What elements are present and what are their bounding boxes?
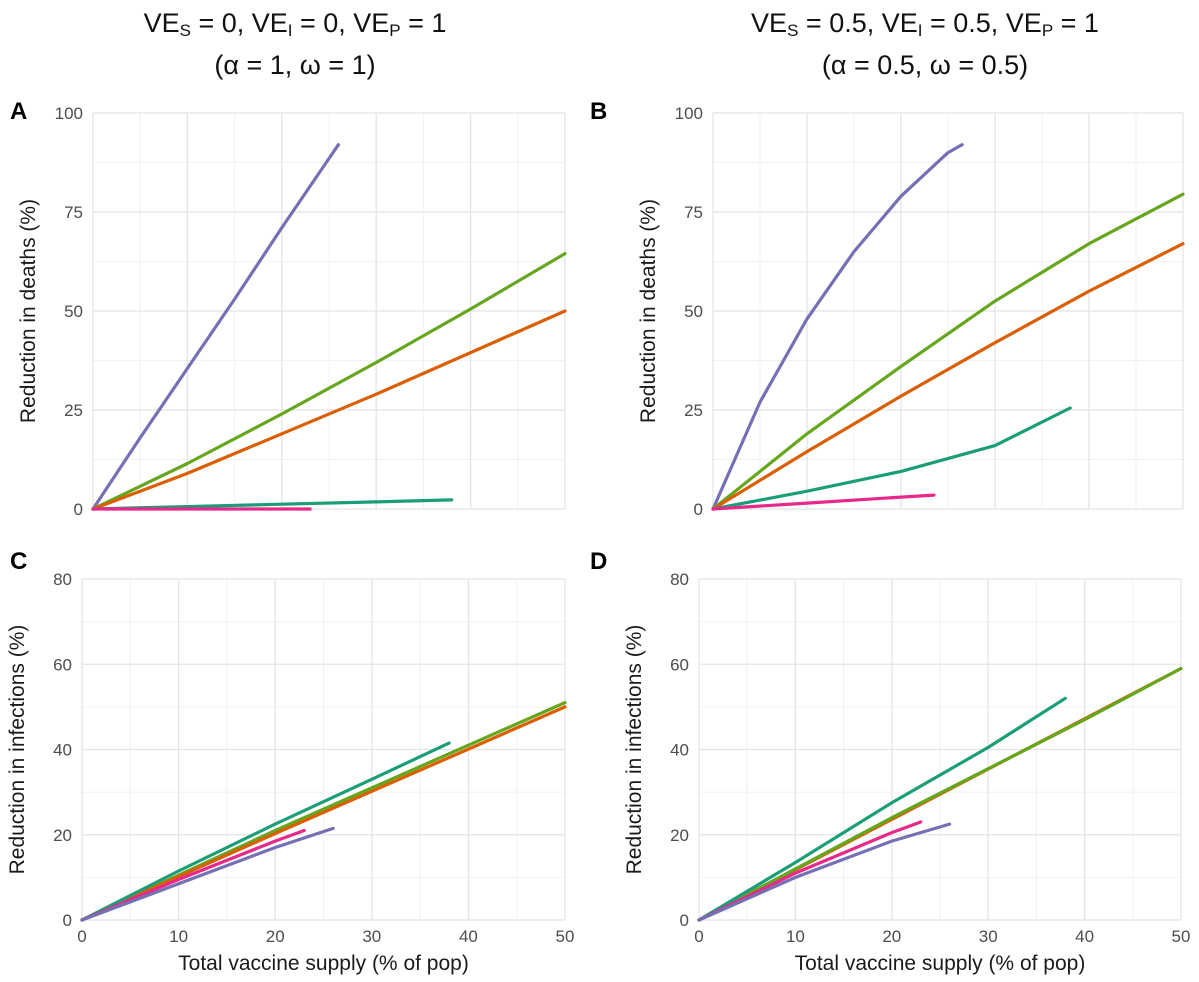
chart-panel-d: 0 10 20 30 40 50 0 20 40 60 80 Reduction in infecti… [623,570,1191,975]
title-text: = 0.5, VE [922,8,1042,38]
title-subscript: I [287,21,293,40]
title-text: = 1 [1053,8,1099,38]
x-tick-label: 20 [882,927,901,946]
y-tick-label: 50 [684,302,703,321]
title-subscript: S [787,21,799,40]
chart-panel-b: 0 25 50 75 100 Reduction in deaths (%) [637,104,1185,519]
series-line-pink [711,493,936,511]
chart-panel-a: 0 25 50 75 100 Reduction in deaths (%) [17,104,567,519]
y-tick-label: 0 [694,500,703,519]
column-title-left-line2: (α = 1, ω = 1) [214,50,376,80]
series-line-green [91,252,567,511]
x-tick-label: 50 [556,927,575,946]
y-axis-label: Reduction in deaths (%) [637,199,660,423]
y-axis-label: Reduction in deaths (%) [17,199,40,423]
y-tick-label: 0 [63,911,72,930]
x-tick-label: 0 [694,927,703,946]
title-text: = 1 [400,8,447,38]
series-line-purple [80,826,335,922]
y-tick-label: 0 [680,911,689,930]
x-tick-label: 30 [362,927,381,946]
column-title-left-line1: VES = 0, VEI = 0, VEP = 1 [80,4,510,46]
title-subscript: P [1041,21,1054,40]
title-subscript: P [389,21,401,40]
column-title-right: VES = 0.5, VEI = 0.5, VEP = 1 (α = 0.5, … [690,4,1160,84]
y-tick-label: 40 [670,741,689,760]
series-line-teal [711,406,1072,511]
chart-panel-c: 0 10 20 30 40 50 0 20 40 60 80 Reduction in infecti… [6,570,575,975]
x-axis-label: Total vaccine supply (% of pop) [178,952,469,975]
series-line-teal [80,741,451,922]
y-tick-label: 60 [670,655,689,674]
title-text: = 0.5, VE [798,8,918,38]
series-line-orange [91,309,567,511]
column-title-right-line1: VES = 0.5, VEI = 0.5, VEP = 1 [690,4,1160,46]
x-tick-label: 40 [1075,927,1094,946]
y-tick-label: 80 [53,570,72,589]
panel-letter-b: B [590,98,608,125]
title-text: VE [143,8,180,38]
series-line-purple [711,143,964,511]
x-tick-label: 40 [459,927,478,946]
panel-letter-c: C [10,548,28,575]
y-tick-label: 20 [670,826,689,845]
y-tick-label: 40 [53,741,72,760]
x-tick-label: 10 [786,927,805,946]
x-tick-label: 0 [77,927,86,946]
y-tick-label: 75 [684,203,703,222]
y-tick-label: 0 [74,500,83,519]
y-tick-label: 25 [64,401,83,420]
title-text: VE [751,8,788,38]
series-line-green [711,192,1185,511]
y-tick-label: 100 [675,104,703,123]
series-line-pink [80,828,306,922]
y-tick-label: 25 [684,401,703,420]
series-line-orange [80,705,567,922]
column-title-left: VES = 0, VEI = 0, VEP = 1 (α = 1, ω = 1) [80,4,510,84]
x-axis-label: Total vaccine supply (% of pop) [795,952,1086,975]
series-line-green [697,666,1183,922]
y-axis-label: Reduction in infections (%) [623,625,646,875]
x-tick-label: 50 [1172,927,1191,946]
panel-letter-a: A [10,98,28,125]
y-tick-label: 20 [53,826,72,845]
series-line-purple [697,822,952,922]
title-subscript: S [179,21,191,40]
series-line-orange [711,242,1185,511]
title-text: = 0, VE [292,8,390,38]
panel-letter-d: D [590,548,608,575]
title-subscript: I [917,21,923,40]
series-line-purple [91,143,340,511]
title-text: = 0, VE [190,8,288,38]
y-tick-label: 100 [55,104,83,123]
y-tick-label: 60 [53,655,72,674]
y-tick-label: 80 [670,570,689,589]
x-tick-label: 10 [169,927,188,946]
x-tick-label: 30 [979,927,998,946]
y-tick-label: 50 [64,302,83,321]
series-line-pink [697,820,923,922]
column-title-right-line2: (α = 0.5, ω = 0.5) [821,50,1029,80]
series-line-teal [697,696,1067,922]
x-tick-label: 20 [266,927,285,946]
y-axis-label: Reduction in infections (%) [6,625,29,875]
y-tick-label: 75 [64,203,83,222]
